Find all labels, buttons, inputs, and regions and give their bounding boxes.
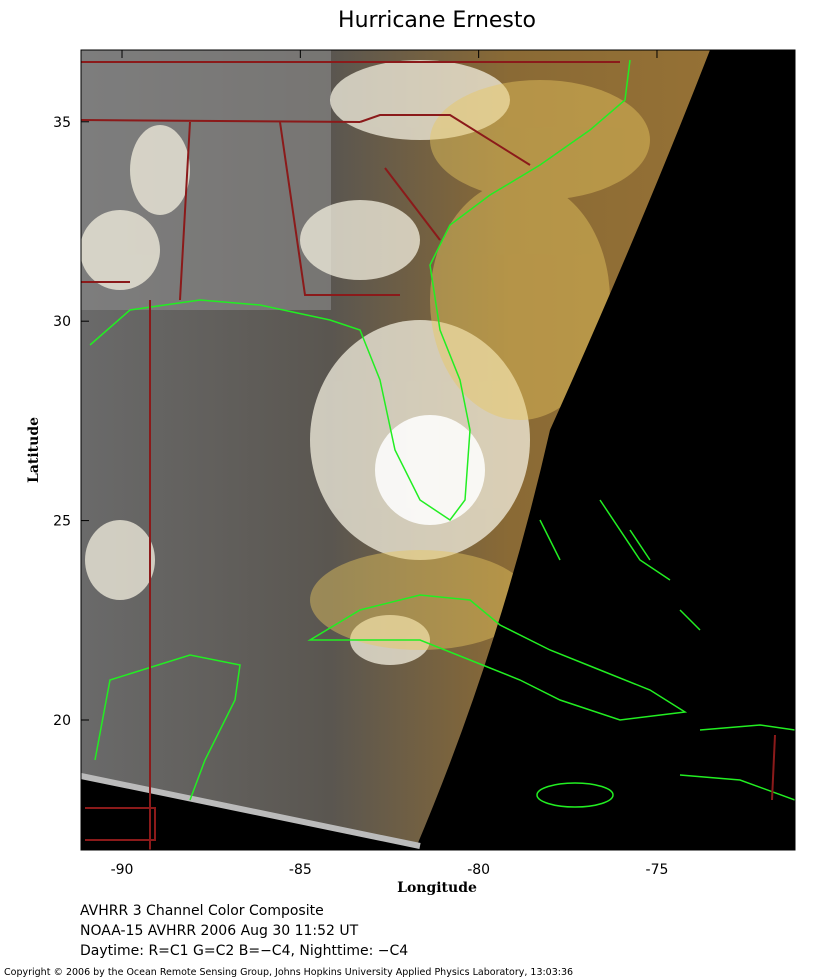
- y-axis-label: Latitude: [26, 417, 42, 483]
- x-tick-label: -75: [646, 862, 669, 878]
- y-tick-label: 20: [53, 713, 71, 729]
- y-tick-label: 30: [53, 314, 71, 330]
- caption-line: AVHRR 3 Channel Color Composite: [80, 903, 324, 919]
- caption-line: Daytime: R=C1 G=C2 B=−C4, Nighttime: −C4: [80, 943, 408, 959]
- caption-line: NOAA-15 AVHRR 2006 Aug 30 11:52 UT: [80, 923, 359, 939]
- title: Hurricane Ernesto: [338, 8, 536, 33]
- y-tick-label: 25: [53, 514, 71, 530]
- map-frame: [80, 49, 796, 851]
- y-tick-label: 35: [53, 115, 71, 131]
- satellite-image: [81, 50, 795, 850]
- x-axis-label: Longitude: [397, 880, 477, 896]
- copyright: Copyright © 2006 by the Ocean Remote Sen…: [4, 967, 573, 978]
- x-tick-label: -85: [289, 862, 312, 878]
- x-tick-label: -80: [467, 862, 490, 878]
- x-tick-label: -90: [111, 862, 134, 878]
